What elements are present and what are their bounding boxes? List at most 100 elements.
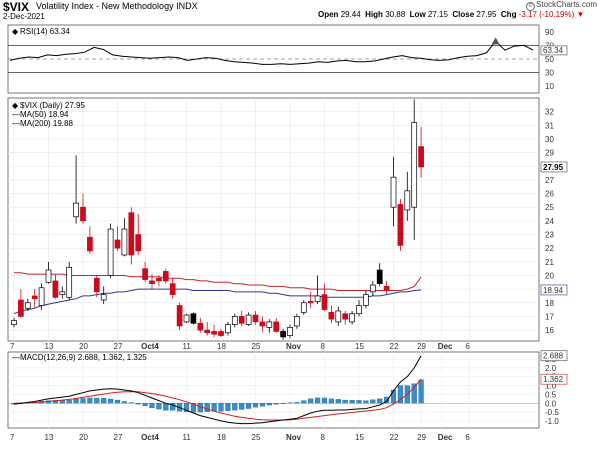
- macd-hist-bar: [204, 403, 210, 412]
- brand-label[interactable]: © StockCharts.com: [526, 0, 597, 11]
- macd-hist-bar: [225, 403, 231, 412]
- macd-hist-bar: [384, 396, 390, 404]
- rsi-line: [9, 40, 534, 65]
- ma50-line: [13, 288, 422, 315]
- macd-hist-bar: [239, 403, 245, 410]
- high-label: High: [365, 10, 383, 19]
- rsi-last-value: 63.34: [543, 46, 564, 55]
- price-y-tick: 20: [545, 271, 554, 280]
- candle-body: [287, 326, 293, 336]
- rsi-y-tick: 10: [545, 82, 554, 91]
- price-x-tick: 18: [217, 342, 226, 351]
- candle-body: [100, 294, 107, 301]
- rsi-y-tick: 90: [545, 28, 554, 37]
- macd-hist-bar: [66, 399, 72, 404]
- macd-hist-bar: [294, 402, 300, 404]
- macd-x-tick: 22: [390, 433, 399, 442]
- macd-hist-bar: [397, 385, 404, 404]
- candle-body: [252, 314, 259, 323]
- candle-body: [238, 316, 245, 324]
- macd-hist-bar: [356, 400, 362, 404]
- price-x-tick: 27: [114, 342, 123, 351]
- brand-text: StockCharts.com: [536, 0, 597, 9]
- price-x-tick: Oct4: [141, 342, 159, 351]
- price-y-tick: 26: [545, 190, 554, 199]
- candle-body: [176, 305, 183, 327]
- macd-hist-bar: [183, 403, 190, 412]
- candle-body: [245, 314, 252, 325]
- candle-body: [183, 314, 190, 323]
- candle-body: [24, 302, 31, 309]
- candle-body: [52, 280, 59, 298]
- candle-body: [114, 239, 121, 249]
- low-label: Low: [409, 10, 426, 19]
- rsi-title: RSI(14) 63.34: [20, 27, 70, 36]
- macd-x-tick: 7: [10, 433, 15, 442]
- macd-hist-bar: [418, 379, 424, 404]
- macd-x-tick: 8: [321, 433, 326, 442]
- macd-hist-bar: [287, 402, 293, 404]
- rsi-legend-icon: ◆: [12, 27, 19, 36]
- macd-hist-bar: [170, 403, 176, 411]
- candle-body: [383, 286, 390, 291]
- price-legend-icon: ◆: [12, 101, 19, 110]
- macd-hist-bar: [411, 383, 417, 404]
- macd-hist-bar: [211, 403, 217, 412]
- macd-x-tick: 6: [465, 433, 470, 442]
- price-x-tick: 13: [45, 342, 54, 351]
- candle-body: [59, 291, 66, 295]
- macd-hist-bar: [363, 400, 369, 404]
- candle-body: [156, 277, 162, 282]
- candle-body: [142, 268, 148, 280]
- candle-body: [363, 294, 369, 306]
- chg-label: Chg: [500, 10, 517, 19]
- macd-hist-bar: [273, 403, 279, 405]
- macd-hist-bar: [190, 403, 197, 413]
- macd-hist-bar: [342, 399, 348, 404]
- signal-last-box: [540, 373, 568, 385]
- price-y-tick: 29: [545, 149, 554, 158]
- ma50-legend: MA(50) 18.94: [20, 110, 69, 119]
- date-label: 2-Dec-2021: [3, 12, 45, 21]
- ma50-last-value: 18.94: [543, 286, 564, 295]
- chg-value: -3.17 (-10.19%): [518, 10, 575, 19]
- macd-hist-bar: [370, 399, 376, 404]
- high-value: 30.88: [385, 10, 406, 19]
- candle-body: [38, 287, 45, 306]
- candle-body: [349, 313, 355, 323]
- price-panel-frame: [7, 97, 540, 342]
- candle-body: [197, 322, 204, 331]
- rsi-last-box: [540, 45, 568, 56]
- down-arrow-icon: ▼: [576, 10, 585, 19]
- signal-last-value: 1.362: [543, 375, 564, 384]
- candle-body: [128, 212, 135, 256]
- macd-hist-bar: [73, 398, 79, 404]
- macd-hist-bar: [280, 403, 286, 404]
- candle-body: [87, 236, 93, 252]
- price-x-tick: 29: [417, 342, 426, 351]
- macd-hist-bar: [163, 403, 169, 411]
- price-y-tick: 18: [545, 299, 554, 308]
- macd-signal-line: [13, 378, 422, 421]
- candle-body: [397, 204, 404, 246]
- macd-hist-bar: [94, 397, 100, 404]
- macd-hist-bar: [232, 403, 238, 411]
- macd-x-tick: 18: [217, 433, 226, 442]
- macd-panel-frame: [7, 351, 540, 429]
- macd-hist-bar: [321, 397, 328, 404]
- macd-legend-icon: —: [12, 353, 20, 362]
- candle-body: [300, 302, 307, 313]
- macd-title: MACD(12,26,9) 2.688, 1.362, 1.325: [20, 353, 147, 362]
- candle-body: [411, 122, 418, 208]
- macd-y-tick: -0.5: [545, 408, 559, 417]
- macd-hist-bar: [87, 397, 93, 404]
- macd-hist-bar: [114, 399, 121, 404]
- open-label: Open: [318, 10, 339, 19]
- candle-body: [314, 295, 321, 302]
- candle-body: [259, 321, 266, 327]
- price-x-tick: 20: [79, 342, 88, 351]
- ma200-legend-icon: —: [12, 119, 20, 128]
- price-y-tick: 21: [545, 258, 554, 267]
- price-legend-vix: $VIX (Daily) 27.95: [20, 101, 85, 110]
